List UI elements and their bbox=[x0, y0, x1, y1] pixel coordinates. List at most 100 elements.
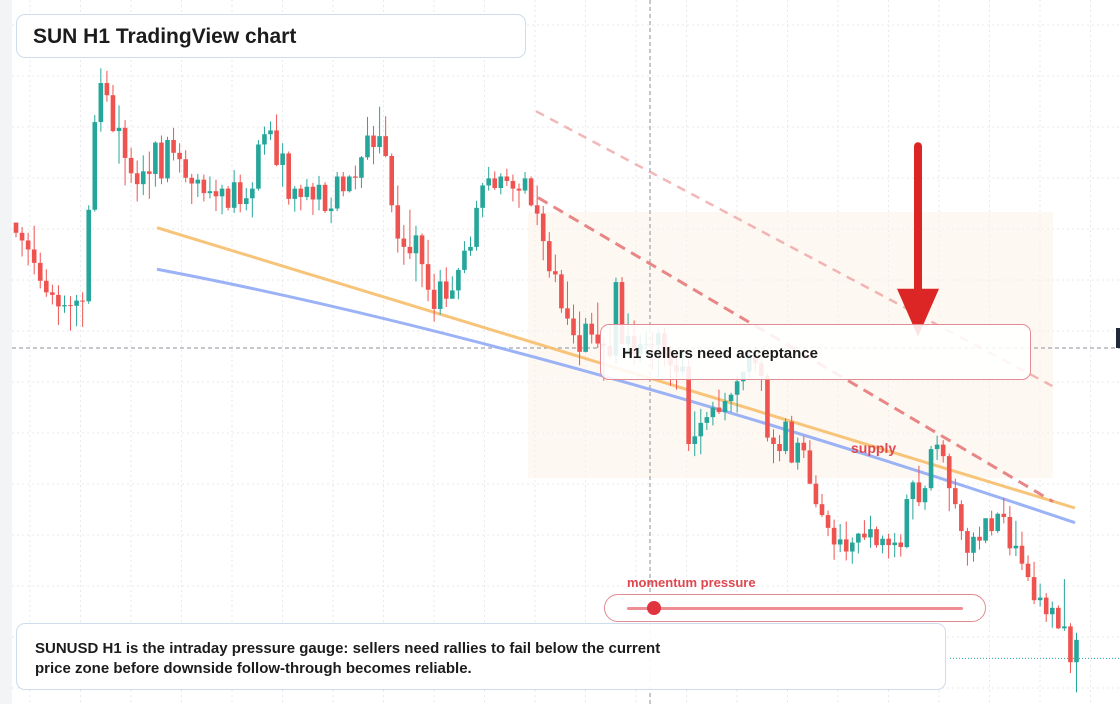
candle bbox=[213, 179, 219, 212]
candle-body bbox=[619, 282, 625, 345]
candle-body bbox=[395, 205, 401, 239]
candle-body bbox=[965, 531, 970, 553]
candle bbox=[268, 121, 273, 140]
candle bbox=[80, 292, 85, 327]
candle bbox=[256, 140, 261, 191]
candle bbox=[571, 304, 576, 344]
price-scale-marker bbox=[1116, 328, 1120, 348]
candle-body bbox=[62, 305, 67, 307]
candle bbox=[704, 412, 710, 430]
candle bbox=[262, 126, 267, 155]
candle bbox=[716, 389, 722, 414]
candle-body bbox=[819, 504, 825, 516]
candle-body bbox=[898, 542, 904, 548]
candle bbox=[843, 521, 849, 561]
candle-body bbox=[31, 249, 37, 263]
candle-body bbox=[595, 334, 601, 344]
candle-body bbox=[450, 290, 455, 299]
candle-body bbox=[1025, 563, 1031, 578]
candle-body bbox=[44, 280, 49, 293]
candle bbox=[940, 440, 946, 463]
candle-body bbox=[837, 539, 843, 545]
candle bbox=[765, 373, 770, 442]
candle-body bbox=[959, 504, 964, 532]
candle bbox=[437, 269, 443, 315]
summary-panel: SUNUSD H1 is the intraday pressure gauge… bbox=[16, 623, 946, 690]
candle-body bbox=[189, 177, 195, 184]
candle-body bbox=[498, 176, 504, 188]
candle bbox=[353, 165, 358, 190]
candle bbox=[207, 176, 213, 199]
candle-body bbox=[783, 421, 788, 452]
candle-body bbox=[940, 444, 946, 457]
candle-body bbox=[165, 140, 170, 179]
candle bbox=[928, 445, 934, 491]
candle bbox=[692, 411, 698, 457]
candle-body bbox=[789, 421, 794, 463]
candle-body bbox=[540, 213, 546, 242]
candle-body bbox=[68, 305, 73, 307]
candle-body bbox=[868, 529, 873, 538]
candle-body bbox=[1031, 577, 1037, 601]
candle-body bbox=[437, 281, 443, 309]
candle-body bbox=[734, 381, 740, 395]
candle bbox=[922, 485, 928, 510]
momentum-gauge bbox=[604, 594, 986, 622]
candle-body bbox=[304, 186, 310, 197]
candle bbox=[365, 116, 370, 160]
candle bbox=[304, 179, 310, 201]
candle bbox=[771, 429, 776, 464]
momentum-knob[interactable] bbox=[646, 601, 661, 615]
candle-body bbox=[922, 488, 928, 503]
candle-body bbox=[553, 271, 558, 275]
candle bbox=[722, 392, 728, 421]
candle-body bbox=[565, 308, 570, 319]
candle bbox=[868, 515, 873, 548]
candle bbox=[856, 532, 861, 554]
candle-body bbox=[268, 130, 273, 135]
candle-body bbox=[353, 176, 358, 178]
candle-body bbox=[849, 542, 855, 552]
candle bbox=[831, 519, 837, 560]
candle bbox=[401, 225, 407, 265]
candle-body bbox=[977, 536, 982, 541]
momentum-track bbox=[627, 607, 963, 610]
candle bbox=[880, 535, 885, 554]
candle bbox=[498, 173, 504, 195]
candle bbox=[456, 268, 461, 300]
candle-body bbox=[856, 533, 861, 543]
left-edge bbox=[0, 0, 12, 704]
candle bbox=[128, 147, 134, 183]
candle-body bbox=[262, 134, 267, 145]
candle bbox=[110, 84, 116, 133]
candle bbox=[359, 156, 364, 188]
candle bbox=[892, 532, 897, 558]
candle bbox=[589, 312, 594, 344]
candle-body bbox=[613, 282, 619, 356]
candle bbox=[886, 533, 891, 559]
candle bbox=[710, 401, 716, 426]
candle bbox=[462, 241, 467, 274]
candle-body bbox=[1001, 513, 1007, 517]
candle bbox=[219, 184, 225, 215]
candle bbox=[334, 172, 340, 212]
candle-body bbox=[722, 401, 728, 412]
candle bbox=[274, 114, 279, 167]
candle-body bbox=[765, 376, 770, 438]
candle bbox=[995, 512, 1001, 533]
candle-body bbox=[419, 235, 425, 265]
candle-body bbox=[322, 184, 328, 212]
candle-body bbox=[589, 323, 594, 335]
candle-body bbox=[310, 186, 316, 200]
candle-body bbox=[37, 262, 43, 281]
candle bbox=[910, 480, 916, 520]
candle-body bbox=[1068, 626, 1073, 663]
candle-body bbox=[316, 184, 322, 200]
candle-body bbox=[692, 436, 698, 444]
candle bbox=[68, 296, 73, 331]
candle-body bbox=[74, 300, 79, 306]
candle-body bbox=[559, 274, 564, 309]
candle-body bbox=[128, 157, 134, 174]
candle-body bbox=[571, 318, 576, 336]
candle-body bbox=[243, 198, 249, 204]
